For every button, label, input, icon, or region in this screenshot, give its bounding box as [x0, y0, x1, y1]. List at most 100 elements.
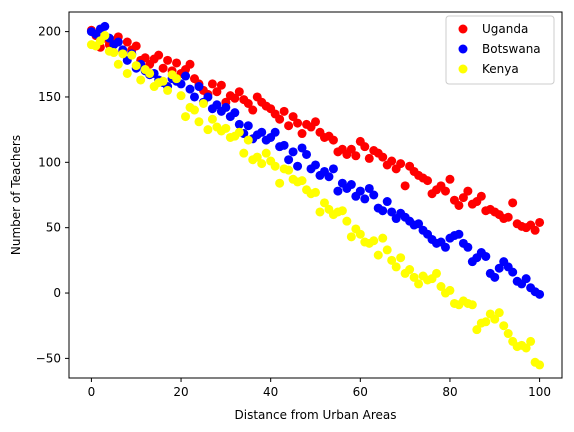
point-uganda [387, 156, 397, 166]
point-botswana [221, 102, 231, 112]
point-uganda [140, 53, 150, 63]
x-axis: 0 20 40 60 80 100 [88, 378, 551, 399]
point-uganda [351, 151, 361, 161]
point-uganda [476, 191, 486, 201]
point-botswana [203, 92, 213, 102]
point-kenya [319, 198, 329, 208]
point-uganda [454, 200, 464, 210]
point-kenya [113, 59, 123, 69]
point-botswana [378, 206, 388, 216]
point-uganda [530, 225, 540, 235]
point-kenya [145, 68, 155, 78]
point-kenya [198, 99, 208, 108]
point-botswana [297, 143, 307, 153]
point-botswana [302, 149, 312, 159]
point-kenya [315, 207, 325, 217]
x-axis-label: Distance from Urban Areas [235, 408, 397, 422]
point-kenya [472, 325, 482, 335]
point-uganda [378, 152, 388, 162]
point-kenya [270, 161, 280, 171]
point-uganda [458, 193, 468, 203]
point-kenya [136, 75, 146, 85]
point-botswana [257, 127, 267, 137]
point-botswana [535, 289, 545, 299]
point-uganda [293, 118, 303, 128]
point-botswana [284, 155, 294, 165]
point-botswana [230, 108, 240, 118]
point-botswana [293, 161, 303, 171]
point-botswana [346, 180, 356, 190]
legend-box [445, 15, 555, 85]
point-uganda [212, 87, 222, 97]
x-tick-label: 100 [528, 385, 551, 399]
point-uganda [508, 198, 518, 208]
points-layer [86, 21, 545, 370]
point-kenya [490, 314, 500, 324]
point-botswana [279, 140, 289, 150]
point-kenya [297, 176, 307, 186]
legend: Uganda Botswana Kenya [445, 15, 555, 85]
point-kenya [405, 265, 415, 275]
point-uganda [288, 112, 298, 122]
point-uganda [535, 217, 545, 227]
point-botswana [521, 274, 531, 284]
y-tick-label: 100 [38, 155, 61, 169]
point-kenya [355, 229, 365, 239]
point-kenya [436, 282, 446, 291]
x-tick-label: 20 [173, 385, 188, 399]
point-kenya [535, 360, 545, 370]
point-uganda [163, 55, 173, 65]
point-kenya [109, 48, 119, 58]
point-botswana [382, 197, 392, 207]
point-kenya [118, 49, 128, 59]
point-botswana [360, 194, 370, 204]
point-uganda [328, 135, 338, 145]
point-botswana [234, 119, 244, 129]
point-uganda [154, 50, 164, 60]
point-uganda [463, 186, 473, 196]
point-uganda [396, 159, 406, 169]
point-uganda [216, 80, 226, 90]
point-uganda [311, 117, 320, 127]
point-uganda [158, 63, 168, 73]
point-kenya [494, 308, 504, 318]
point-kenya [382, 245, 392, 255]
y-tick-label: 50 [46, 221, 61, 235]
point-kenya [176, 91, 186, 101]
point-botswana [194, 82, 204, 92]
point-kenya [189, 105, 199, 115]
point-uganda [423, 176, 433, 186]
point-botswana [189, 92, 199, 102]
point-kenya [526, 336, 536, 346]
x-tick-label: 0 [88, 385, 96, 399]
point-kenya [261, 148, 271, 158]
point-kenya [284, 165, 294, 175]
point-uganda [346, 144, 356, 154]
point-botswana [311, 160, 320, 170]
point-uganda [284, 121, 294, 131]
point-uganda [234, 87, 244, 97]
point-botswana [288, 147, 298, 157]
x-tick-label: 40 [263, 385, 278, 399]
point-uganda [230, 93, 240, 103]
point-botswana [113, 37, 123, 47]
point-botswana [494, 263, 504, 273]
point-botswana [481, 251, 491, 261]
point-botswana [100, 21, 110, 31]
point-kenya [346, 232, 356, 242]
point-kenya [503, 329, 513, 339]
point-kenya [221, 123, 231, 133]
point-kenya [100, 31, 110, 41]
point-uganda [185, 59, 195, 69]
x-tick-label: 80 [442, 385, 457, 399]
point-kenya [275, 178, 285, 188]
x-tick-label: 60 [353, 385, 368, 399]
point-botswana [508, 267, 518, 277]
point-botswana [243, 121, 253, 131]
point-uganda [275, 114, 285, 124]
point-kenya [252, 152, 262, 162]
point-kenya [194, 117, 204, 127]
point-botswana [333, 186, 343, 196]
point-uganda [360, 142, 370, 152]
point-kenya [203, 125, 213, 135]
